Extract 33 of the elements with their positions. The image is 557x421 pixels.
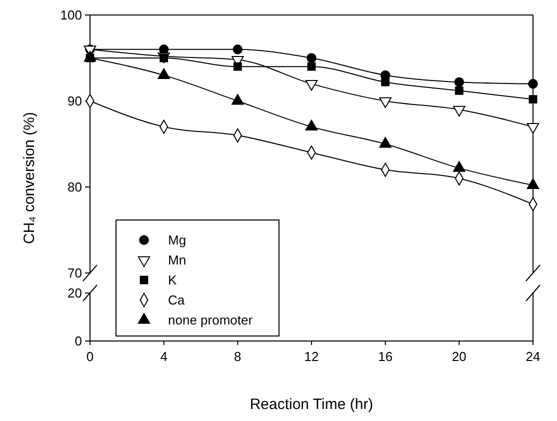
y-tick-label: 70 — [68, 266, 82, 281]
legend-label: none promoter — [168, 312, 254, 328]
x-tick-label: 4 — [160, 349, 168, 364]
x-tick-label: 8 — [234, 349, 242, 364]
x-tick-label: 0 — [86, 349, 94, 364]
legend-label: K — [168, 272, 177, 288]
x-axis-title: Reaction Time (hr) — [250, 396, 374, 413]
y-tick-label: 80 — [68, 180, 82, 195]
point — [381, 78, 390, 86]
point — [307, 62, 316, 71]
point — [528, 78, 538, 89]
x-tick-label: 24 — [526, 349, 540, 364]
point — [528, 95, 538, 104]
point — [453, 161, 466, 172]
y-tick-label: 20 — [68, 286, 82, 301]
legend-label: Mg — [168, 232, 186, 248]
point — [232, 44, 243, 54]
y-tick-label: 0 — [74, 334, 82, 349]
legend-label: Ca — [168, 292, 186, 308]
point — [306, 53, 316, 63]
y-axis-title: CH₄ conversion (%) — [21, 112, 38, 244]
point — [233, 62, 242, 71]
x-tick-label: 16 — [378, 349, 393, 364]
point — [526, 178, 540, 190]
x-tick-label: 20 — [452, 349, 466, 364]
y-tick-label: 100 — [60, 8, 82, 23]
x-tick-label: 12 — [304, 349, 319, 364]
point — [454, 86, 464, 95]
point — [379, 136, 392, 148]
y-tick-label: 90 — [68, 94, 82, 109]
point — [454, 77, 464, 87]
point — [305, 120, 318, 131]
legend-label: Mn — [168, 252, 186, 268]
